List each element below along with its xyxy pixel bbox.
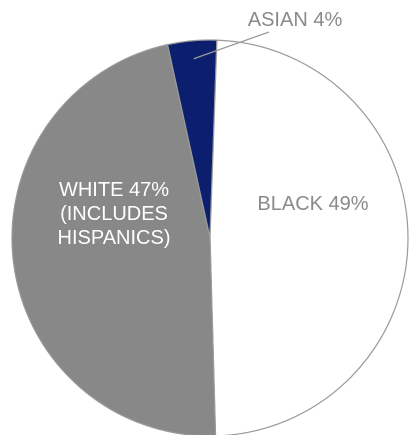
slice-label-asian: ASIAN 4% — [248, 9, 343, 31]
pie-slice-black — [209, 39, 409, 435]
pie-slices — [11, 39, 409, 435]
slice-label-line: BLACK 49% — [257, 193, 368, 215]
leader-line-asian — [193, 31, 270, 60]
slice-label-line: WHITE 47% — [59, 179, 169, 201]
slice-label-line: (INCLUDES — [60, 203, 168, 225]
pie-labels: ASIAN 4% BLACK 49% WHITE 47% (INCLUDES HISPA… — [58, 9, 369, 249]
slice-label-line: HISPANICS) — [58, 227, 171, 249]
pie-slice-white — [11, 43, 217, 435]
slice-label-white: WHITE 47% (INCLUDES HISPANICS) — [58, 179, 171, 249]
slice-label-line: ASIAN 4% — [248, 9, 343, 31]
slice-label-black: BLACK 49% — [257, 193, 368, 215]
